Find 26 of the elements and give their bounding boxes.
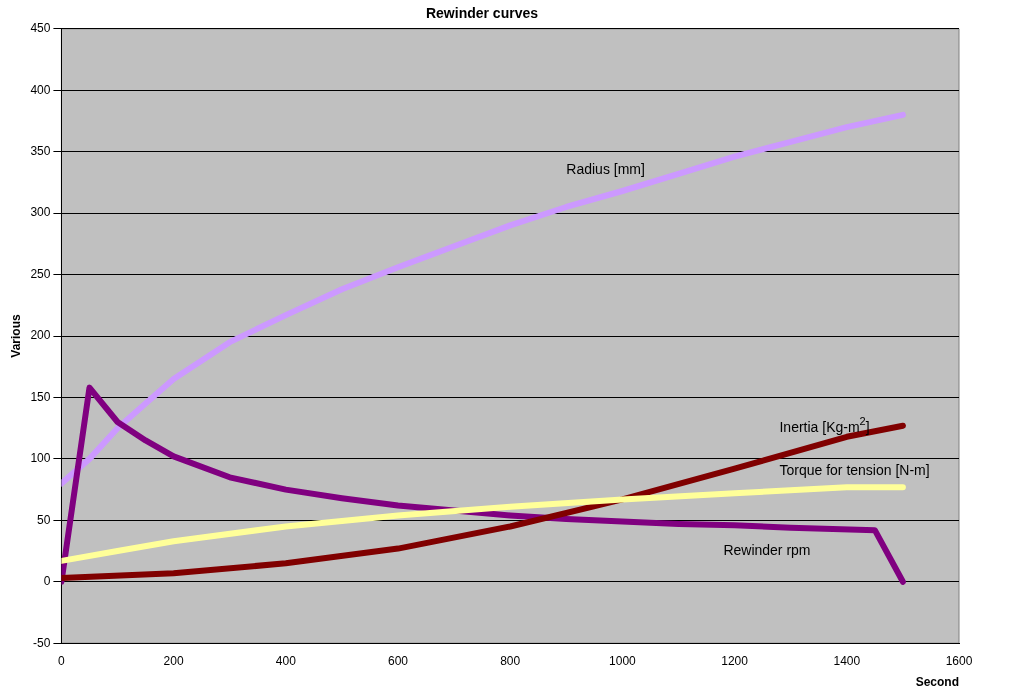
chart-title: Rewinder curves [425,5,539,22]
y-tick-label: 100 [30,451,51,466]
y-tick-label: 200 [30,328,51,343]
y-tick-label: 300 [30,205,51,220]
y-tick-label: 0 [43,574,51,589]
y-tick-label: 400 [30,82,51,97]
y-axis-title: Various [8,314,23,358]
series-label: Radius [mm] [566,160,645,177]
x-tick-label: 600 [388,653,409,668]
x-tick-label: 1600 [945,653,973,668]
x-tick-label: 1200 [721,653,749,668]
x-tick-label: 400 [275,653,297,668]
y-tick-label: -50 [33,635,51,650]
y-tick-label: 150 [30,389,51,404]
x-tick-label: 1000 [609,653,637,668]
x-tick-label: 200 [163,653,184,668]
x-tick-label: 800 [500,653,521,668]
y-tick-label: 450 [30,21,51,36]
y-tick-label: 50 [37,512,51,527]
series-label: Torque for tension [N-m] [779,462,930,479]
y-tick-label: 250 [30,266,51,281]
x-tick-label: 1400 [833,653,861,668]
y-tick-label: 350 [30,143,51,158]
x-axis-title: Second [915,675,959,690]
series-label: Rewinder rpm [723,541,811,558]
x-tick-label: 0 [58,653,66,668]
